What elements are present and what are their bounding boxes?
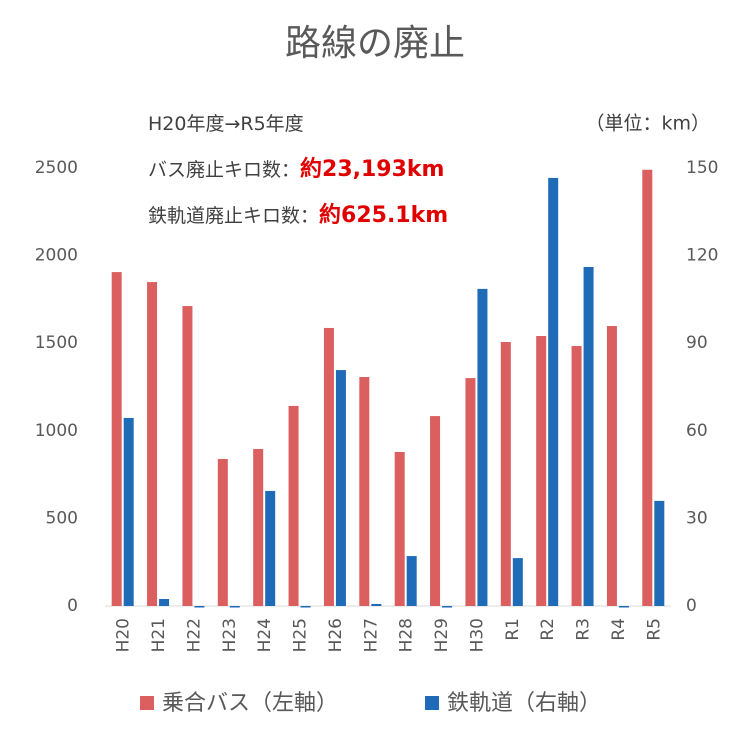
bar: [371, 603, 382, 606]
annotation-text: 鉄軌道廃止キロ数：: [148, 205, 319, 227]
y2-tick-label: 150: [686, 158, 718, 178]
x-tick-label: H28: [397, 618, 417, 652]
y-tick-label: 2000: [35, 246, 78, 266]
x-tick-label: R5: [644, 618, 664, 641]
bar: [253, 449, 264, 606]
annotation-text: H20年度→R5年度: [148, 113, 304, 135]
y2-tick-label: 120: [686, 246, 718, 266]
bar: [217, 459, 228, 606]
bar: [583, 266, 594, 606]
legend-label: 乗合バス（左軸）: [162, 691, 338, 716]
legend-swatch: [140, 696, 154, 710]
y-tick-label: 2500: [35, 158, 78, 178]
bar: [442, 606, 453, 608]
y2-tick-label: 90: [686, 333, 708, 353]
x-tick-label: H23: [220, 618, 240, 652]
annotation: H20年度→R5年度: [148, 113, 304, 135]
x-tick-label: H25: [291, 618, 311, 652]
x-tick-label: H29: [432, 618, 452, 652]
annotation: 鉄軌道廃止キロ数：約625.1km: [148, 202, 448, 228]
unit-note: （単位：km）: [585, 113, 710, 135]
bar: [323, 327, 334, 606]
x-tick-label: H21: [149, 618, 169, 652]
x-tick-label: H27: [361, 618, 381, 652]
bar: [477, 288, 488, 606]
bar: [642, 169, 653, 606]
y2-tick-label: 60: [686, 421, 708, 441]
bar: [159, 598, 170, 606]
annotation-highlight: 約23,193km: [300, 156, 444, 182]
y2-tick-label: 0: [686, 596, 697, 616]
y-tick-label: 1000: [35, 421, 78, 441]
bar: [571, 346, 582, 606]
bar: [288, 405, 299, 606]
x-tick-label: H22: [184, 618, 204, 652]
chart-title: 路線の廃止: [285, 23, 465, 64]
bar: [430, 416, 441, 606]
y2-tick-label: 30: [686, 508, 708, 528]
bar: [229, 606, 240, 608]
bar: [335, 370, 346, 606]
annotation: バス廃止キロ数：約23,193km: [148, 156, 444, 182]
x-tick-label: R1: [503, 618, 523, 641]
bar: [465, 378, 476, 606]
bar: [123, 417, 134, 606]
bar: [194, 606, 205, 608]
y-tick-label: 500: [46, 508, 78, 528]
bar: [500, 341, 511, 606]
legend-swatch: [425, 696, 439, 710]
bar: [111, 272, 122, 606]
legend-label: 鉄軌道（右軸）: [447, 691, 601, 716]
x-tick-label: H24: [255, 618, 275, 652]
y-tick-label: 1500: [35, 333, 78, 353]
x-tick-label: H20: [114, 618, 134, 652]
bar: [406, 556, 417, 606]
x-tick-label: H26: [326, 618, 346, 652]
bar: [512, 558, 523, 606]
bar: [359, 377, 370, 606]
bar: [618, 606, 629, 608]
bar: [548, 177, 559, 607]
bar: [182, 306, 193, 606]
x-tick-label: H30: [467, 618, 487, 652]
y-tick-label: 0: [67, 596, 78, 616]
annotation-highlight: 約625.1km: [319, 202, 448, 228]
bar: [265, 490, 276, 606]
x-tick-label: R4: [609, 618, 629, 641]
x-tick-label: R2: [538, 618, 558, 641]
bar: [536, 336, 547, 606]
bar: [300, 606, 311, 608]
bar: [606, 326, 617, 606]
bar: [394, 451, 405, 606]
annotation-text: バス廃止キロ数：: [148, 159, 300, 181]
x-tick-label: R3: [574, 618, 594, 641]
bar: [147, 282, 158, 606]
bar: [654, 500, 665, 606]
